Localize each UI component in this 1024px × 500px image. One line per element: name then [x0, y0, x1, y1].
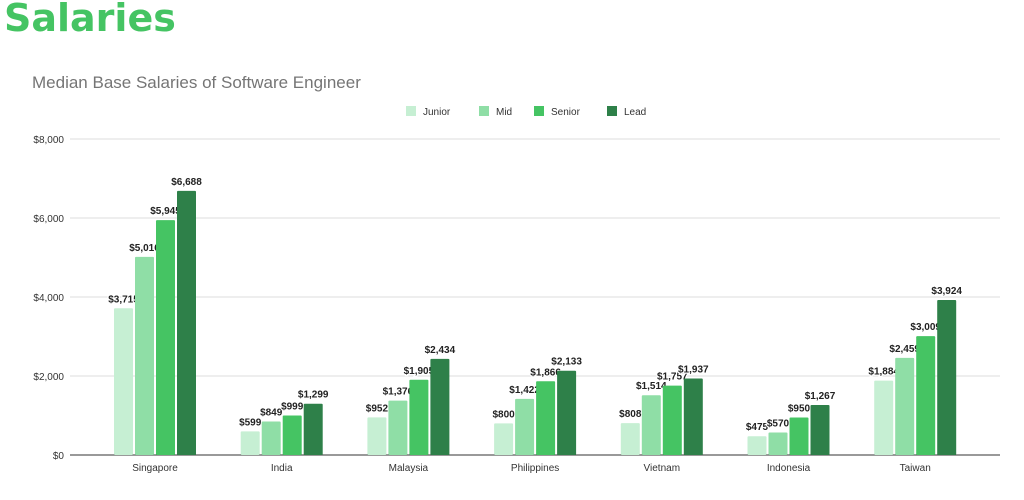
- y-tick-label: $6,000: [33, 214, 64, 225]
- y-tick-label: $4,000: [33, 293, 64, 304]
- bar-junior: [620, 423, 640, 455]
- legend-swatch-senior: [534, 106, 544, 116]
- data-label: $1,905: [404, 366, 435, 377]
- data-label: $999: [281, 402, 304, 413]
- bar-junior: [367, 417, 387, 455]
- data-label: $1,866: [530, 367, 561, 378]
- bar-lead: [557, 370, 577, 455]
- bar-junior: [874, 380, 894, 455]
- legend-swatch-junior: [406, 106, 416, 116]
- data-label: $849: [260, 407, 283, 418]
- x-tick-label: Taiwan: [900, 463, 931, 474]
- bar-lead: [810, 404, 830, 455]
- data-label: $475: [746, 422, 769, 433]
- legend-label-senior: Senior: [551, 107, 581, 118]
- data-label: $808: [619, 409, 642, 420]
- legend-swatch-mid: [479, 106, 489, 116]
- bar-mid: [895, 357, 915, 455]
- bar-lead: [303, 403, 323, 455]
- bar-mid: [515, 398, 535, 455]
- bar-junior: [114, 308, 133, 455]
- x-tick-label: Malaysia: [389, 463, 429, 474]
- bar-senior: [156, 220, 175, 455]
- data-label: $570: [767, 418, 790, 429]
- data-label: $5,016: [129, 243, 160, 254]
- data-label: $2,459: [889, 344, 920, 355]
- bar-senior: [789, 417, 809, 455]
- x-tick-label: Vietnam: [644, 463, 681, 474]
- bar-lead: [177, 190, 196, 455]
- bar-mid: [135, 256, 154, 455]
- bar-lead: [937, 300, 957, 455]
- data-label: $1,937: [678, 364, 709, 375]
- bar-junior: [240, 431, 260, 455]
- data-label: $3,009: [910, 322, 941, 333]
- data-label: $950: [788, 403, 811, 414]
- data-label: $2,434: [425, 345, 456, 356]
- bar-mid: [388, 400, 408, 455]
- bar-senior: [409, 379, 429, 455]
- data-label: $6,688: [171, 177, 202, 188]
- bar-junior: [494, 423, 514, 455]
- bar-mid: [261, 421, 281, 455]
- bar-senior: [282, 415, 302, 455]
- data-label: $2,133: [551, 357, 582, 368]
- x-tick-label: Indonesia: [767, 463, 811, 474]
- x-tick-label: Philippines: [511, 463, 559, 474]
- bar-mid: [768, 432, 788, 455]
- data-label: $3,924: [931, 286, 962, 297]
- bar-lead: [430, 358, 450, 455]
- legend-label-lead: Lead: [624, 107, 646, 118]
- data-label: $1,376: [383, 387, 414, 398]
- bar-senior: [536, 381, 556, 455]
- x-tick-label: India: [271, 463, 293, 474]
- data-label: $800: [492, 409, 515, 420]
- legend-label-mid: Mid: [496, 107, 512, 118]
- x-tick-label: Singapore: [132, 463, 178, 474]
- data-label: $1,884: [868, 367, 899, 378]
- data-label: $1,267: [805, 391, 836, 402]
- y-tick-label: $8,000: [33, 135, 64, 146]
- y-tick-label: $0: [53, 451, 65, 462]
- data-label: $1,757: [657, 372, 688, 383]
- page-heading: Salaries: [4, 0, 176, 40]
- data-label: $3,715: [108, 294, 139, 305]
- data-label: $1,299: [298, 390, 329, 401]
- data-label: $1,422: [509, 385, 540, 396]
- bar-lead: [683, 378, 703, 455]
- legend-label-junior: Junior: [423, 107, 451, 118]
- data-label: $1,514: [636, 381, 667, 392]
- data-label: $952: [366, 403, 389, 414]
- bar-mid: [641, 395, 661, 455]
- bar-senior: [916, 336, 936, 455]
- y-tick-label: $2,000: [33, 372, 64, 383]
- data-label: $5,945: [150, 206, 181, 217]
- bar-senior: [662, 385, 682, 455]
- legend-swatch-lead: [607, 106, 617, 116]
- chart-title: Median Base Salaries of Software Enginee…: [32, 73, 361, 92]
- bar-junior: [747, 436, 767, 455]
- data-label: $599: [239, 417, 262, 428]
